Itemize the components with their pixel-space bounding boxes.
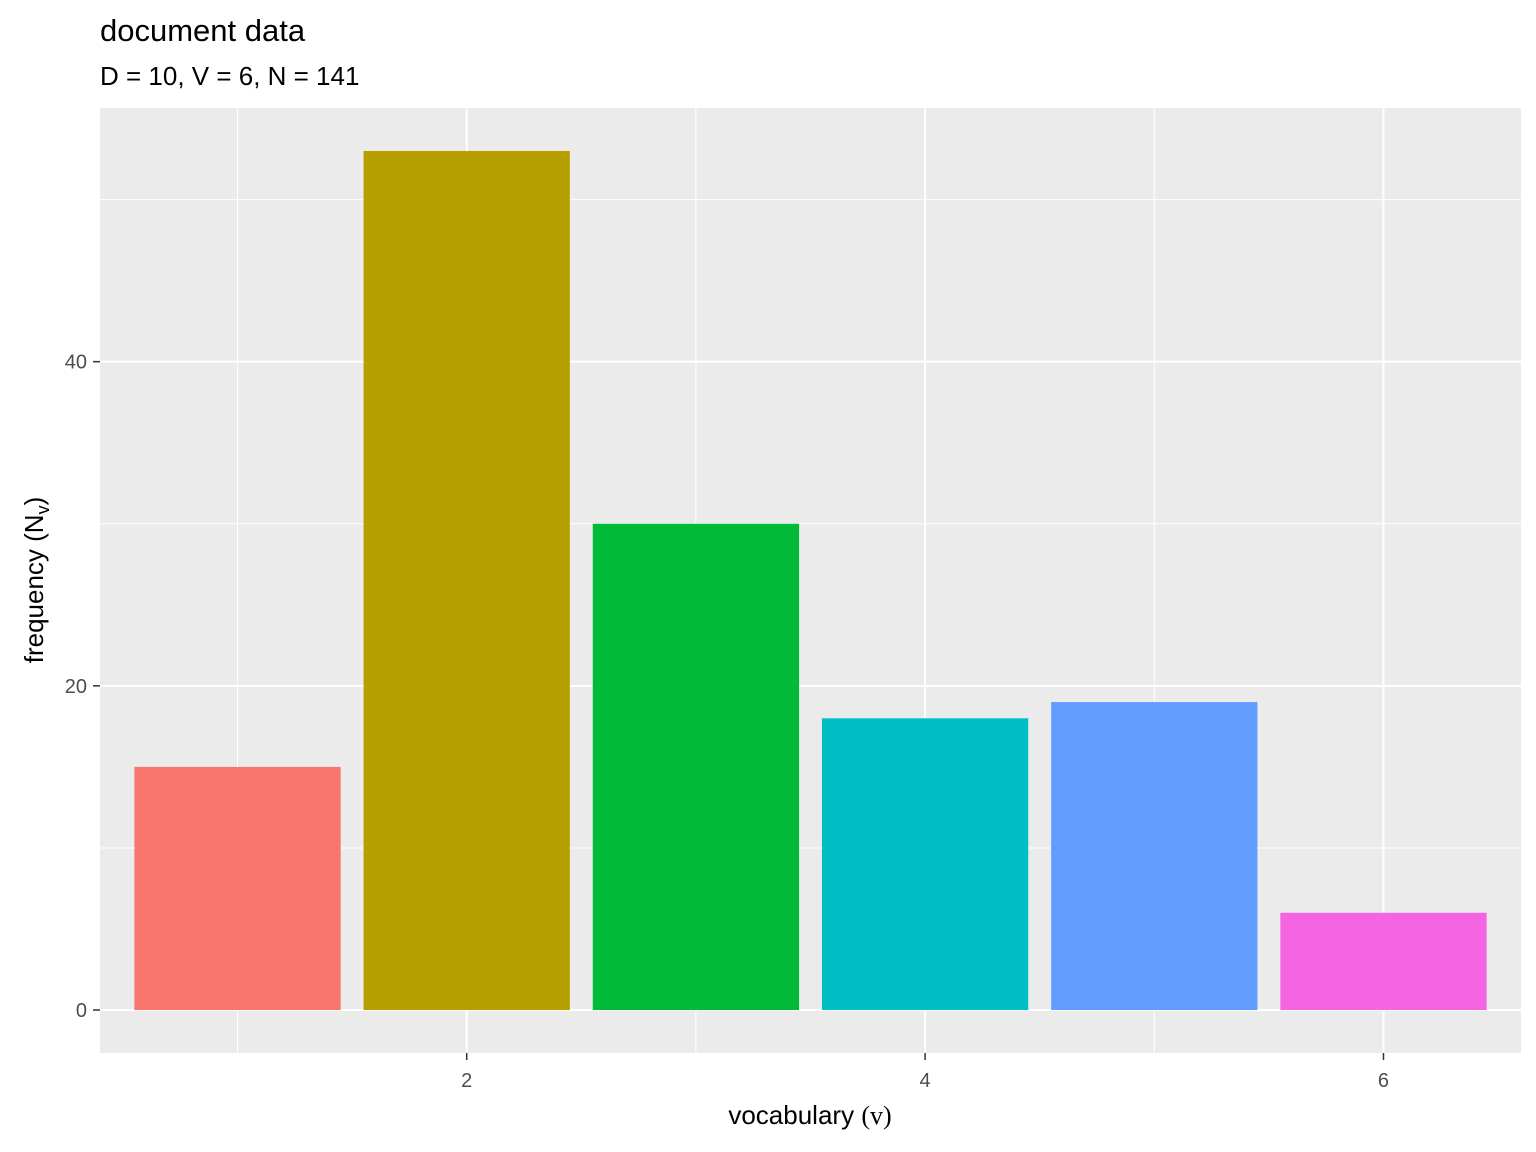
bar-6 <box>1280 912 1487 1011</box>
x-tick-label: 2 <box>461 1070 472 1092</box>
chart-title: document data <box>100 13 306 48</box>
x-tick-label: 6 <box>1378 1070 1389 1092</box>
bar-5 <box>1051 702 1258 1011</box>
bar-3 <box>592 523 800 1011</box>
x-tick-label: 4 <box>920 1070 931 1092</box>
y-axis-title-symbol: N <box>19 514 49 533</box>
y-axis-title: frequency (Nv) <box>19 497 53 664</box>
x-axis-title-symbol: (v) <box>861 1101 891 1130</box>
bar-1 <box>134 766 341 1011</box>
y-tick-label: 40 <box>65 352 87 374</box>
y-tick-label: 20 <box>65 676 87 698</box>
bars <box>134 150 1487 1011</box>
x-axis-title-text: vocabulary <box>728 1100 854 1130</box>
y-axis-title-subscript: v <box>33 505 53 514</box>
bar-2 <box>363 150 570 1011</box>
chart-subtitle: D = 10, V = 6, N = 141 <box>100 61 359 91</box>
x-axis-title: vocabulary (v) <box>728 1100 891 1130</box>
y-tick-label: 0 <box>76 1000 87 1022</box>
y-axis: 0 20 40 <box>65 352 100 1022</box>
bar-4 <box>821 718 1029 1011</box>
y-axis-title-text: frequency <box>19 549 49 663</box>
x-axis: 2 4 6 <box>461 1053 1389 1092</box>
